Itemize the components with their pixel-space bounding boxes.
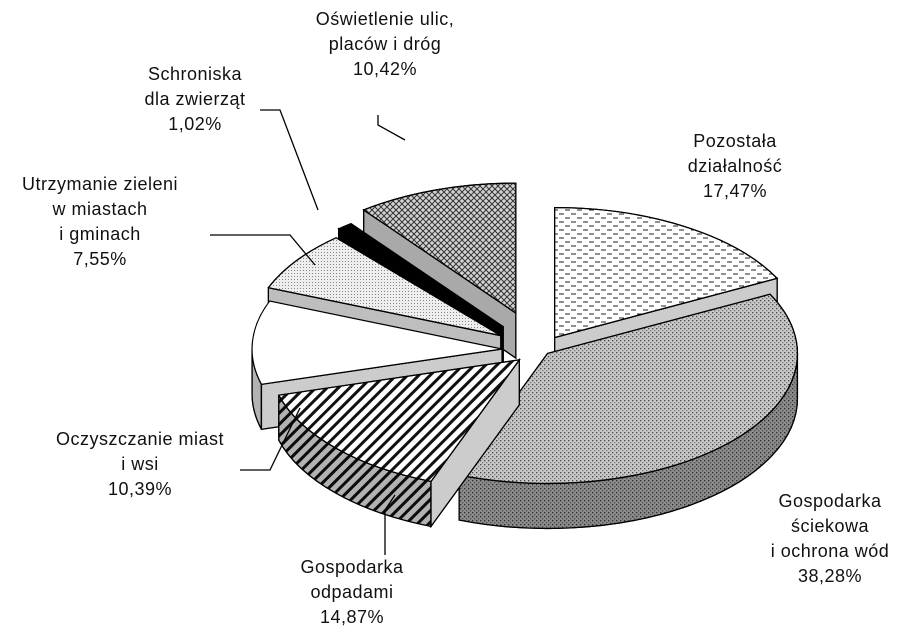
value-label: 17,47%	[703, 181, 767, 201]
slice-label: Pozostała	[693, 131, 777, 151]
value-label: 10,39%	[108, 479, 172, 499]
slice-label: placów i dróg	[329, 34, 442, 54]
slice-label: Oczyszczanie miast	[56, 429, 224, 449]
slice-label: i ochrona wód	[771, 541, 890, 561]
leader-line	[384, 494, 396, 555]
slice-label: i gminach	[59, 224, 141, 244]
value-label: 38,28%	[798, 566, 862, 586]
leader-line	[377, 115, 406, 141]
value-label: 10,42%	[353, 59, 417, 79]
slice-label: Gospodarka	[778, 491, 882, 511]
value-label: 14,87%	[320, 607, 384, 627]
leader-line	[240, 407, 301, 471]
slice-label: Gospodarka	[300, 557, 404, 577]
slice-pattern	[458, 293, 799, 485]
slice-label: Schroniska	[148, 64, 243, 84]
slice-label: Utrzymanie zieleni	[22, 174, 178, 194]
slice-pattern	[267, 237, 502, 337]
slice-label: odpadami	[310, 582, 393, 602]
slice	[251, 300, 503, 385]
slice-pattern	[554, 206, 779, 339]
slice-label: działalność	[688, 156, 783, 176]
slice-label: i wsi	[121, 454, 159, 474]
pie	[251, 182, 799, 530]
slice	[337, 222, 504, 328]
leader-line	[260, 109, 319, 211]
value-label: 1,02%	[168, 114, 222, 134]
leader-line	[210, 234, 316, 266]
slice-side-pattern	[278, 395, 431, 527]
slice-label: w miastach	[51, 199, 147, 219]
value-label: 7,55%	[73, 249, 127, 269]
slice-label: dla zwierząt	[144, 89, 245, 109]
slice-label: ściekowa	[791, 516, 870, 536]
slice-pattern	[277, 359, 521, 483]
slice-label: Oświetlenie ulic,	[316, 9, 455, 29]
labels: Pozostała działalność 17,47% Gospodarka ście…	[22, 9, 889, 627]
slice-side-pattern	[459, 353, 798, 529]
slice-pattern	[362, 182, 517, 315]
